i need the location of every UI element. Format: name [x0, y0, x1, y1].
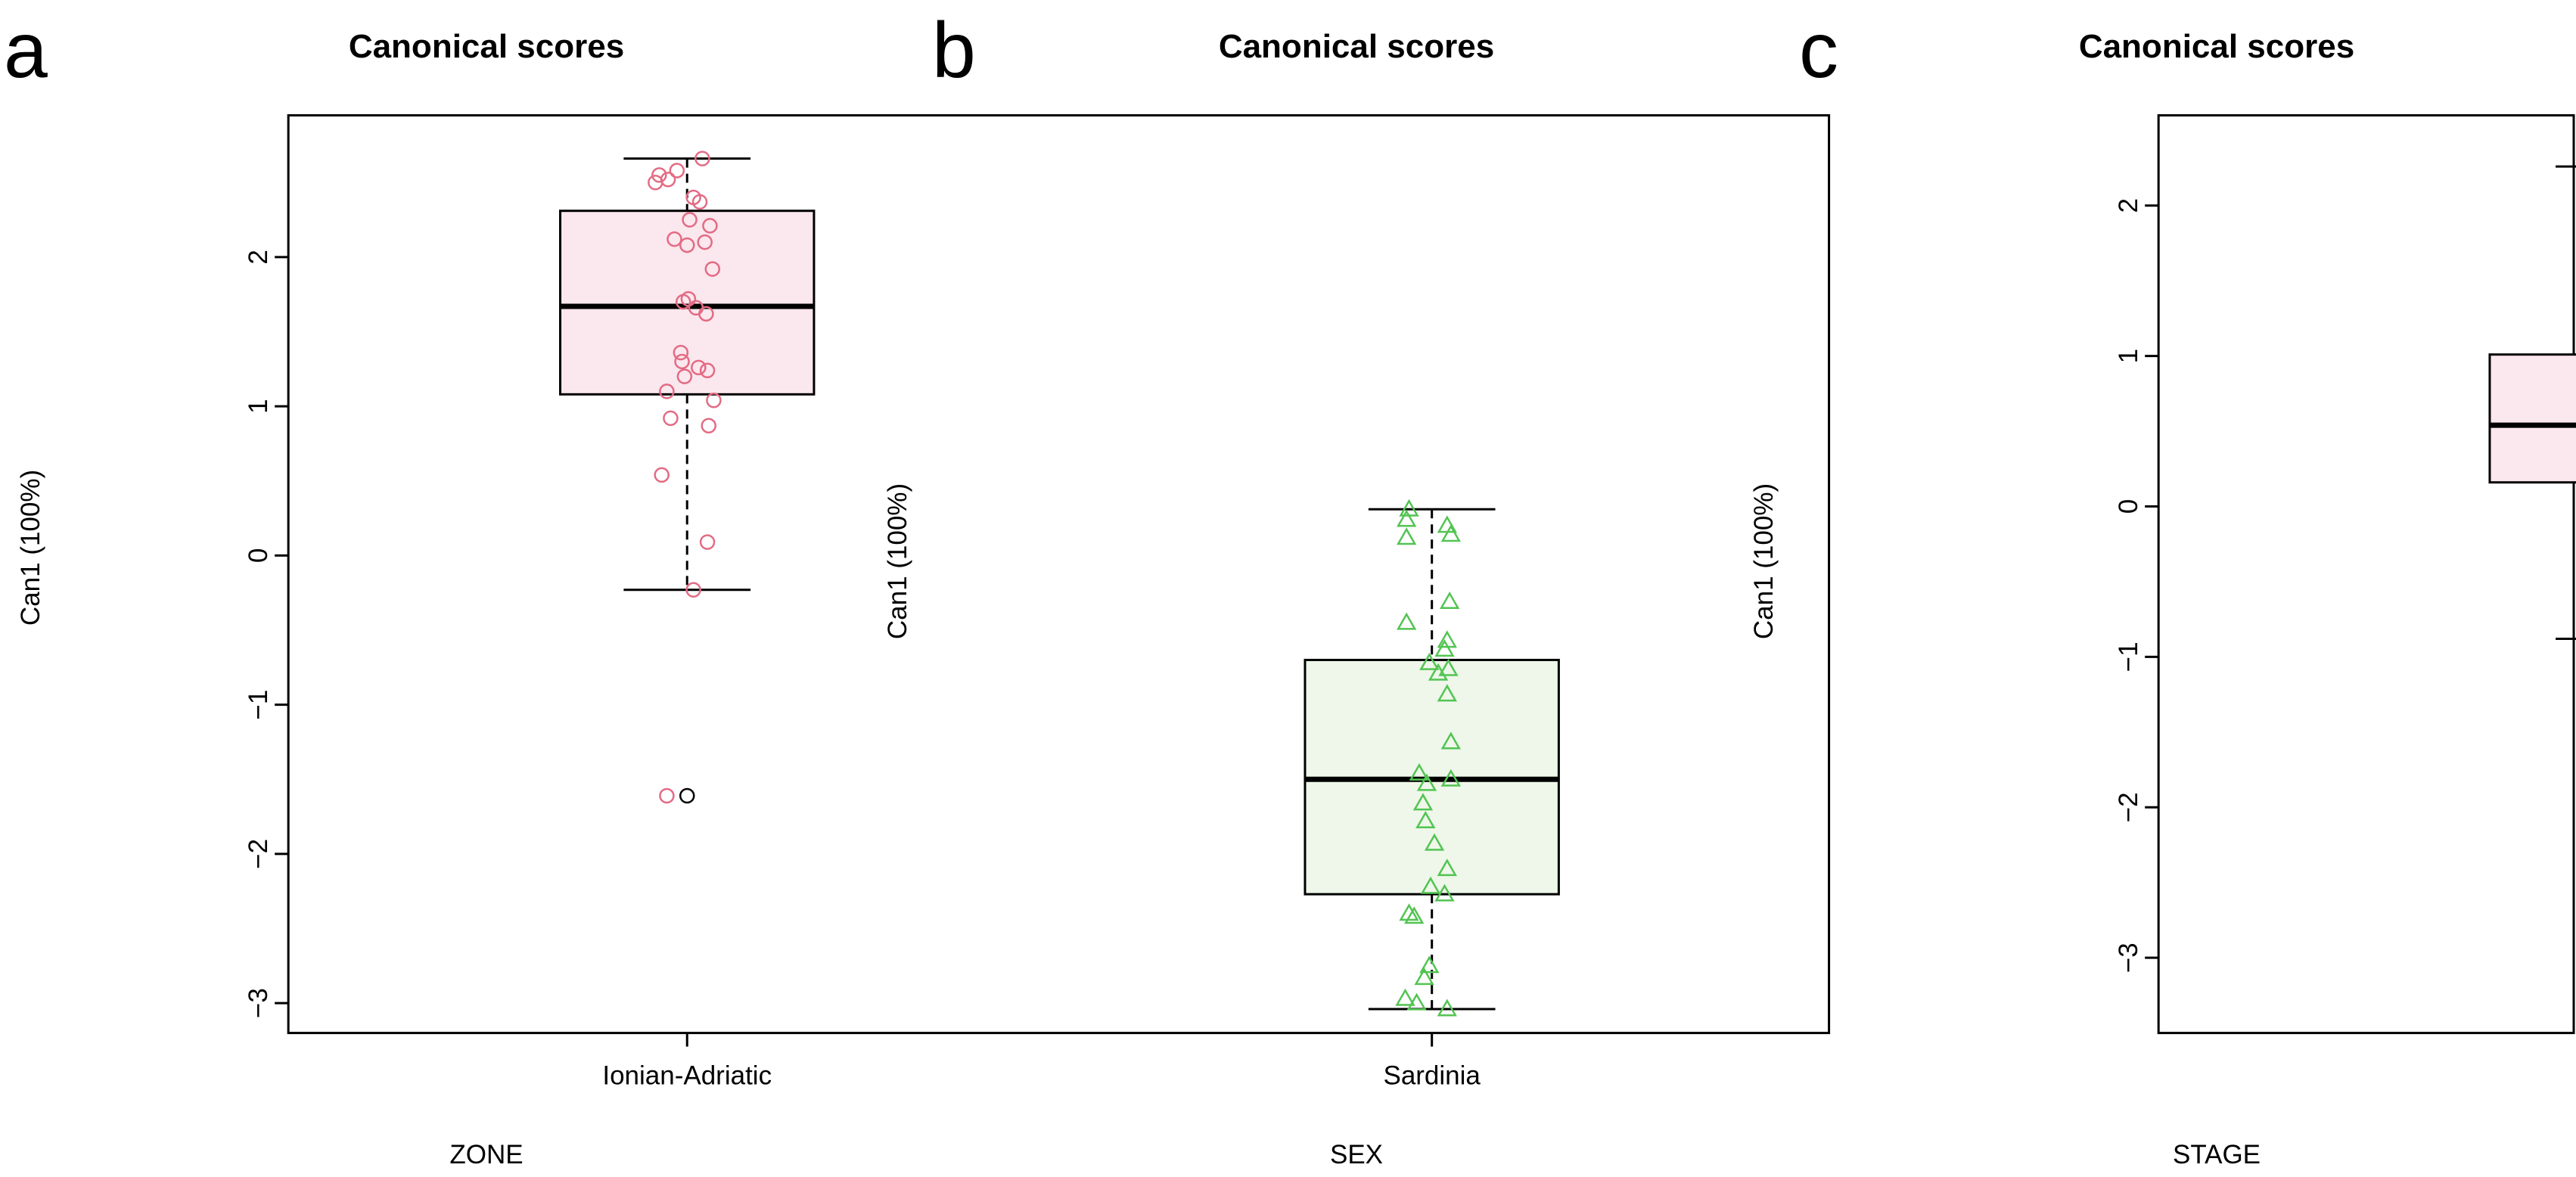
y-tick-label: −3 — [244, 988, 273, 1018]
panel-b: b Canonical scores SEX Can1 (100%) −3 −2 −… — [883, 7, 2576, 1169]
data-point — [648, 174, 663, 191]
data-point — [1437, 684, 1457, 702]
y-tick-label: −2 — [244, 839, 273, 869]
box — [2488, 353, 2576, 484]
data-point — [1420, 876, 1441, 894]
data-point — [1404, 906, 1425, 924]
plot-area: −3 −2 −1 0 1 2 Ionian-Adriatic Sardinia — [244, 113, 1831, 1091]
data-point — [682, 212, 698, 228]
data-point — [699, 534, 716, 550]
panel-c: c Canonical scores STAGE Can1 (100%) −2 −… — [1749, 7, 2354, 1169]
data-point — [1396, 509, 1417, 527]
data-point — [663, 410, 679, 427]
data-point — [694, 151, 710, 166]
data-point — [1406, 992, 1427, 1011]
data-point — [673, 344, 689, 361]
data-point — [654, 467, 670, 483]
data-point — [702, 218, 718, 234]
data-point — [701, 418, 716, 434]
x-axis-label: SEX — [1330, 1140, 1383, 1169]
data-point — [1428, 663, 1449, 681]
data-point — [698, 306, 714, 322]
data-point — [691, 359, 707, 376]
data-point — [1434, 639, 1455, 657]
chart-title: Canonical scores — [1219, 28, 1494, 65]
outlier-point — [679, 787, 695, 804]
data-point — [697, 234, 713, 250]
y-axis-label: Can1 (100%) — [16, 470, 45, 626]
y-tick-label: −1 — [244, 690, 273, 720]
data-point — [706, 392, 722, 408]
y-tick-label: −1 — [2114, 641, 2143, 672]
data-point — [1409, 762, 1430, 781]
data-point — [1399, 903, 1419, 921]
data-point — [704, 261, 721, 277]
panel-letter-c: c — [1799, 7, 1838, 95]
y-tick-label: 1 — [2114, 349, 2143, 363]
x-axis-label: ZONE — [449, 1140, 523, 1169]
chart-title: Canonical scores — [2079, 28, 2354, 65]
plot-frame — [287, 113, 1831, 1035]
y-tick-label: 2 — [2114, 198, 2143, 213]
y-tick-label: −3 — [2114, 943, 2143, 973]
data-point — [1395, 988, 1415, 1006]
data-point — [691, 194, 708, 210]
y-tick-label: 1 — [244, 399, 273, 413]
data-point — [1438, 658, 1459, 676]
y-tick-label: 0 — [2114, 499, 2143, 514]
data-point — [1440, 769, 1461, 787]
data-point — [679, 237, 695, 253]
data-point — [1415, 810, 1436, 828]
data-point — [659, 787, 675, 804]
y-axis-label: Can1 (100%) — [1749, 483, 1779, 639]
data-point — [1440, 731, 1461, 750]
y-tick-label: −2 — [2114, 792, 2143, 822]
x-tick-label: Sardinia — [1383, 1061, 1481, 1091]
data-point — [699, 362, 716, 379]
chart-title: Canonical scores — [349, 28, 624, 65]
y-tick-label: 0 — [244, 548, 273, 563]
data-point — [685, 582, 701, 598]
data-point — [1437, 998, 1457, 1017]
data-point — [659, 384, 675, 399]
data-point — [1414, 967, 1434, 986]
x-axis-label: STAGE — [2173, 1140, 2261, 1169]
data-point — [1434, 884, 1455, 902]
data-point — [1440, 592, 1460, 610]
data-point — [1437, 859, 1457, 877]
y-tick-label: 2 — [244, 250, 273, 264]
data-point — [1412, 793, 1434, 811]
y-axis-label: Can1 (100%) — [883, 483, 912, 639]
data-point — [676, 368, 693, 384]
data-point — [1440, 524, 1461, 542]
data-point — [675, 293, 691, 310]
data-point — [651, 167, 667, 183]
panel-letter-a: a — [4, 7, 48, 95]
panel-a: a Canonical scores ZONE Can1 (100%) −3 −2… — [4, 7, 1831, 1169]
plot-frame — [2157, 113, 2575, 1035]
x-tick-label: Ionian-Adriatic — [602, 1061, 772, 1091]
box — [559, 210, 816, 396]
plot-area: −3−2−1012FM — [2114, 113, 2576, 1035]
data-point — [674, 353, 690, 370]
data-point — [1419, 955, 1440, 974]
data-point — [667, 231, 682, 247]
data-point — [669, 163, 685, 179]
data-point — [1424, 833, 1445, 851]
panel-letter-b: b — [932, 7, 976, 95]
data-point — [1416, 773, 1437, 791]
data-point — [1396, 612, 1417, 630]
data-point — [1396, 527, 1417, 545]
data-point — [1419, 652, 1440, 670]
